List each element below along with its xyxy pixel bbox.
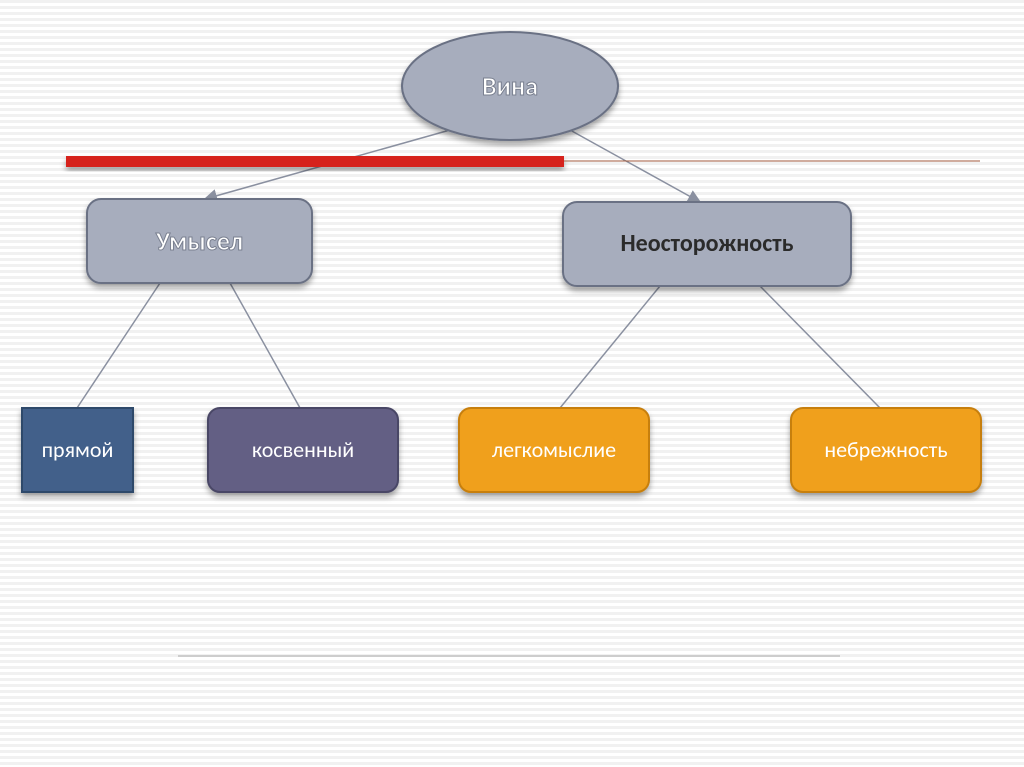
edge-root-intent	[205, 130, 450, 199]
node-indirect-label: косвенный	[208, 408, 398, 492]
edge-negligence-careless	[760, 286, 880, 408]
diagram-canvas: Вина Умысел Неосторожность прямой косвенный л…	[0, 0, 1024, 767]
edge-intent-direct	[77, 283, 160, 408]
node-intent-label: Умысел	[87, 199, 312, 283]
node-negligence-label: Неосторожность	[563, 202, 851, 286]
edge-intent-indirect	[230, 283, 300, 408]
divider-bar-red	[66, 156, 564, 167]
node-root-label: Вина	[402, 32, 618, 140]
node-levity-label: легкомыслие	[459, 408, 649, 492]
node-direct-label: прямой	[22, 408, 133, 492]
edge-negligence-levity	[560, 286, 660, 408]
edge-root-negligence	[570, 130, 700, 202]
node-careless-label: небрежность	[791, 408, 981, 492]
